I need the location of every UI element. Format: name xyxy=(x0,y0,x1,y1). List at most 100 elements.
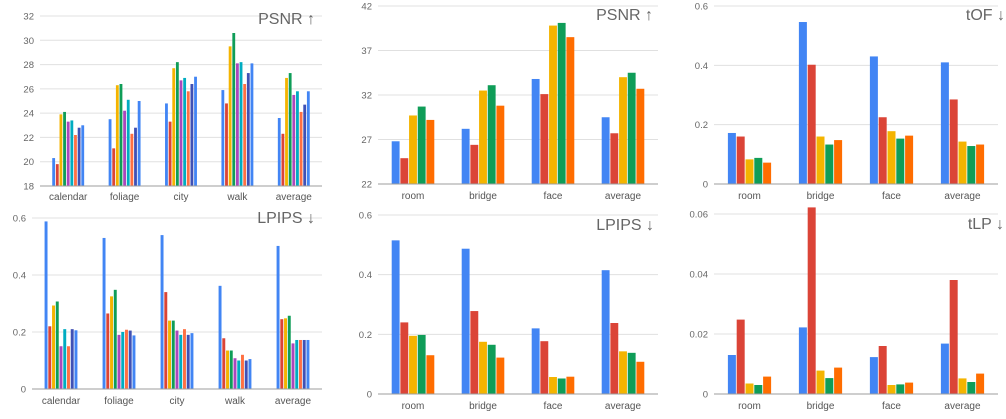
y-tick-label: 42 xyxy=(361,2,372,13)
bar xyxy=(557,22,566,184)
bar xyxy=(754,385,763,394)
bar xyxy=(74,330,78,389)
bar xyxy=(237,360,241,389)
bar xyxy=(496,357,505,394)
bar xyxy=(172,68,176,186)
y-tick-label: 18 xyxy=(23,182,34,193)
bar xyxy=(303,104,307,186)
y-tick-label: 0.2 xyxy=(359,330,372,341)
category-label: foliage xyxy=(110,192,140,203)
bar xyxy=(190,333,194,389)
bar xyxy=(905,382,914,394)
bar xyxy=(409,335,417,394)
category-label: face xyxy=(882,401,901,412)
bar xyxy=(763,376,772,394)
category-label: bridge xyxy=(469,401,497,412)
chart-svg: 0 0.2 0.4 0.6 calendar foliage city walk average… xyxy=(13,210,322,407)
bar xyxy=(745,159,754,184)
bar xyxy=(44,221,48,389)
y-tick-label: 32 xyxy=(23,12,34,23)
bar xyxy=(487,344,496,394)
bar xyxy=(610,323,619,394)
category-label: calendar xyxy=(49,192,88,203)
bar xyxy=(426,355,435,394)
y-tick-label: 26 xyxy=(23,84,34,95)
bar xyxy=(128,330,132,389)
bar xyxy=(52,305,55,389)
bar xyxy=(81,125,85,186)
bar xyxy=(496,105,505,184)
bar xyxy=(292,94,296,186)
bar xyxy=(168,320,171,389)
bar xyxy=(426,119,435,184)
bar xyxy=(610,133,619,184)
y-tick-label: 0 xyxy=(703,180,708,191)
category-label: face xyxy=(882,191,901,202)
bar xyxy=(121,332,125,389)
chart-panel-tlp-right: 0 0.02 0.04 0.06 room bridge face average tLP ↓ xyxy=(672,207,1006,414)
bar xyxy=(63,329,67,389)
bar xyxy=(112,148,116,186)
bar xyxy=(636,361,645,394)
chart-svg: 0 0.02 0.04 0.06 room bridge face average tLP ↓ xyxy=(690,207,1004,412)
bar xyxy=(168,121,172,186)
bar xyxy=(949,280,958,394)
chart-panel-psnr-left: 18 20 22 24 26 28 30 32 calendar foliage city walk a… xyxy=(0,0,330,207)
bar xyxy=(807,207,816,394)
bar xyxy=(763,162,772,184)
bar xyxy=(825,378,834,394)
bar xyxy=(905,135,914,184)
bar xyxy=(74,135,77,186)
y-tick-label: 0 xyxy=(703,390,708,401)
bar xyxy=(531,78,540,184)
chart-panel-tof-right: 0 0.2 0.4 0.6 room bridge face average tOF ↓ xyxy=(672,0,1006,207)
bar xyxy=(67,346,70,389)
category-label: foliage xyxy=(104,396,134,407)
bar xyxy=(976,373,985,394)
bar xyxy=(117,334,121,389)
bar xyxy=(627,352,636,394)
category-label: average xyxy=(944,191,981,202)
bar xyxy=(123,110,127,186)
bar xyxy=(132,335,136,389)
bar xyxy=(48,326,52,389)
bar xyxy=(834,140,843,184)
bar xyxy=(229,350,233,389)
chart-title: LPIPS ↓ xyxy=(257,210,315,227)
bar xyxy=(125,329,128,389)
category-label: walk xyxy=(224,396,246,407)
bar xyxy=(834,367,843,394)
bar xyxy=(70,329,74,389)
category-label: room xyxy=(738,191,761,202)
bar xyxy=(736,319,745,394)
bar xyxy=(601,270,610,394)
bar xyxy=(636,88,645,184)
bar xyxy=(540,94,549,184)
bar xyxy=(186,334,190,389)
bar xyxy=(134,127,137,186)
bar xyxy=(727,132,736,184)
y-tick-label: 0.06 xyxy=(690,210,709,221)
bar xyxy=(291,343,295,389)
bar xyxy=(235,63,239,186)
bar xyxy=(619,351,627,394)
bar xyxy=(280,319,284,389)
bar xyxy=(108,119,112,186)
bar xyxy=(63,111,66,186)
category-label: room xyxy=(402,191,425,202)
bar xyxy=(816,136,825,184)
bar xyxy=(288,73,292,186)
bar xyxy=(183,329,186,389)
bar xyxy=(241,354,244,389)
bar xyxy=(461,248,470,394)
bar xyxy=(239,62,243,186)
bar xyxy=(949,99,958,184)
bar xyxy=(417,106,426,184)
category-label: average xyxy=(605,401,642,412)
bar xyxy=(175,330,179,389)
bar xyxy=(479,90,487,184)
bar xyxy=(113,289,117,389)
chart-panel-psnr-middle: 22 27 32 37 42 room bridge face average PSNR ↑ xyxy=(336,0,666,207)
y-tick-label: 37 xyxy=(361,46,372,57)
bar xyxy=(164,292,168,389)
